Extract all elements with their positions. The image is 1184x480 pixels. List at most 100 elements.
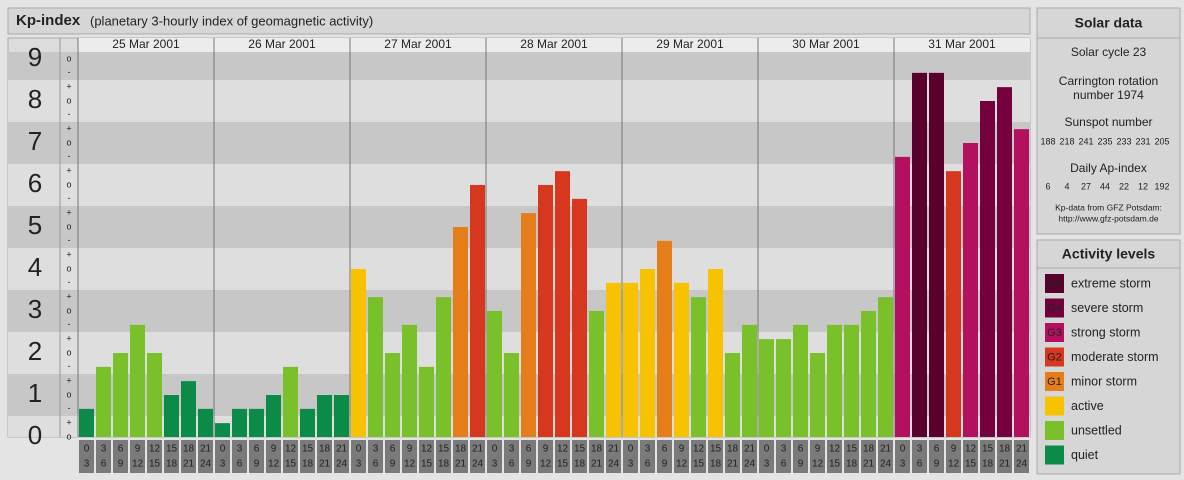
- hour-label: 18: [863, 444, 875, 455]
- hour-box: [929, 440, 944, 473]
- panel-text: 12: [1138, 181, 1148, 191]
- stripe: [8, 122, 1030, 164]
- chart-title: Kp-index: [16, 12, 81, 29]
- hour-label: 15: [557, 459, 569, 470]
- hour-label: 12: [404, 459, 416, 470]
- hour-label: 18: [455, 444, 467, 455]
- bar: [861, 311, 876, 437]
- hour-label: 18: [438, 459, 450, 470]
- bar: [504, 353, 519, 437]
- hour-label: 15: [438, 444, 450, 455]
- hour-box: [96, 440, 111, 473]
- bar: [283, 366, 298, 437]
- bar: [198, 408, 213, 437]
- minor-tick-label: +: [66, 250, 71, 260]
- bar: [708, 269, 723, 437]
- hour-label: 3: [764, 459, 770, 470]
- bar: [844, 324, 859, 437]
- hour-box: [776, 440, 791, 473]
- legend-code: G1: [1047, 376, 1062, 388]
- hour-label: 12: [829, 444, 841, 455]
- panel-text: Solar cycle 23: [1071, 45, 1147, 59]
- panel-text: 231: [1135, 136, 1150, 146]
- hour-label: 21: [608, 444, 620, 455]
- hour-label: 18: [183, 444, 195, 455]
- hour-box: [691, 440, 706, 473]
- hour-label: 9: [662, 459, 668, 470]
- hour-label: 15: [166, 444, 178, 455]
- bar: [113, 353, 128, 437]
- legend-swatch: [1045, 372, 1064, 391]
- hour-label: 15: [710, 444, 722, 455]
- stripe: [8, 248, 1030, 290]
- hour-label: 15: [149, 459, 161, 470]
- hour-box: [725, 440, 740, 473]
- bar: [827, 324, 842, 437]
- hour-label: 12: [421, 444, 433, 455]
- minor-tick-label: +: [66, 166, 71, 176]
- hour-box: [334, 440, 349, 473]
- hour-box: [181, 440, 196, 473]
- hour-box: [436, 440, 451, 473]
- hour-label: 6: [237, 459, 243, 470]
- panel-text: 22: [1119, 181, 1129, 191]
- hour-label: 6: [934, 444, 940, 455]
- hour-label: 21: [472, 444, 484, 455]
- bar: [181, 381, 196, 437]
- hour-box: [130, 440, 145, 473]
- legend-code: G4: [1047, 302, 1062, 314]
- panel-text: 6: [1045, 181, 1050, 191]
- hour-label: 0: [84, 444, 90, 455]
- legend-label: minor storm: [1071, 374, 1137, 388]
- hour-label: 18: [727, 444, 739, 455]
- hour-label: 6: [781, 459, 787, 470]
- hour-label: 9: [407, 444, 413, 455]
- hour-box: [895, 440, 910, 473]
- hour-label: 3: [492, 459, 498, 470]
- panel-text: Daily Ap-index: [1070, 161, 1147, 175]
- panel-text: 235: [1097, 136, 1112, 146]
- legend-code: G2: [1047, 351, 1062, 363]
- hour-label: 6: [526, 444, 532, 455]
- date-label: 26 Mar 2001: [248, 37, 316, 51]
- date-label: 28 Mar 2001: [520, 37, 588, 51]
- bar: [810, 353, 825, 437]
- bar: [487, 311, 502, 437]
- bar: [606, 282, 621, 437]
- bar: [334, 395, 349, 437]
- minor-tick-label: +: [66, 292, 71, 302]
- panel-text: 4: [1064, 181, 1069, 191]
- y-tick-label: 8: [28, 84, 42, 114]
- hour-label: 6: [917, 459, 923, 470]
- hour-label: 12: [285, 444, 297, 455]
- hour-label: 21: [880, 444, 892, 455]
- bar: [215, 423, 230, 437]
- hour-label: 24: [472, 459, 484, 470]
- hour-label: 12: [540, 459, 552, 470]
- bar: [572, 198, 587, 437]
- hour-label: 24: [200, 459, 212, 470]
- legend-swatch: [1045, 274, 1064, 293]
- hour-box: [555, 440, 570, 473]
- hour-label: 15: [965, 459, 977, 470]
- hour-label: 12: [149, 444, 161, 455]
- hour-label: 21: [727, 459, 739, 470]
- bar: [980, 101, 995, 437]
- panel-text: 192: [1154, 181, 1169, 191]
- hour-box: [113, 440, 128, 473]
- bar: [96, 366, 111, 437]
- bar: [759, 339, 774, 437]
- hour-label: 15: [285, 459, 297, 470]
- hour-label: 6: [798, 444, 804, 455]
- bar: [997, 87, 1012, 437]
- hour-label: 9: [798, 459, 804, 470]
- hour-box: [504, 440, 519, 473]
- hour-label: 15: [302, 444, 314, 455]
- hour-label: 12: [812, 459, 824, 470]
- hour-label: 21: [200, 444, 212, 455]
- hour-label: 3: [645, 444, 651, 455]
- hour-box: [1014, 440, 1029, 473]
- hour-box: [198, 440, 213, 473]
- hour-label: 21: [591, 459, 603, 470]
